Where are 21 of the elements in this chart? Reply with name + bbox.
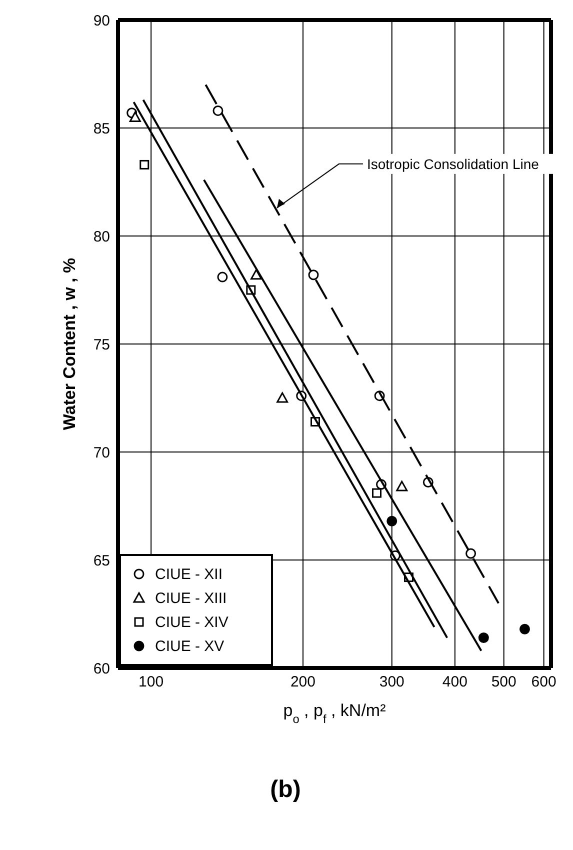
x-axis-title: p$_{o}$ , p$_{f}$ , kN/m² — [283, 701, 386, 726]
legend-label: CIUE - XII — [155, 566, 223, 582]
y-axis-title: Water Content , w , % — [60, 258, 79, 430]
legend-label: CIUE - XIV — [155, 614, 228, 630]
x-tick-label: 100 — [138, 674, 164, 691]
y-tick-label: 80 — [93, 228, 110, 246]
x-tick-label: 200 — [290, 674, 316, 691]
y-tick-label: 60 — [93, 660, 110, 678]
legend-label: CIUE - XIII — [155, 590, 227, 606]
x-tick-label: 300 — [379, 674, 404, 691]
y-tick-label: 75 — [93, 336, 110, 354]
text: (b) — [269, 776, 302, 804]
y-tick-label: 65 — [93, 552, 110, 570]
annotation: Isotropic Consolidation Line — [366, 156, 540, 172]
legend-label: CIUE - XV — [155, 638, 224, 654]
y-tick-label: 90 — [93, 12, 110, 30]
y-tick-label: 70 — [93, 444, 110, 462]
x-tick-label: 600 — [531, 674, 556, 691]
x-tick-label: 500 — [491, 674, 516, 691]
y-tick-label: 85 — [93, 120, 110, 138]
x-tick-label: 400 — [442, 674, 468, 691]
